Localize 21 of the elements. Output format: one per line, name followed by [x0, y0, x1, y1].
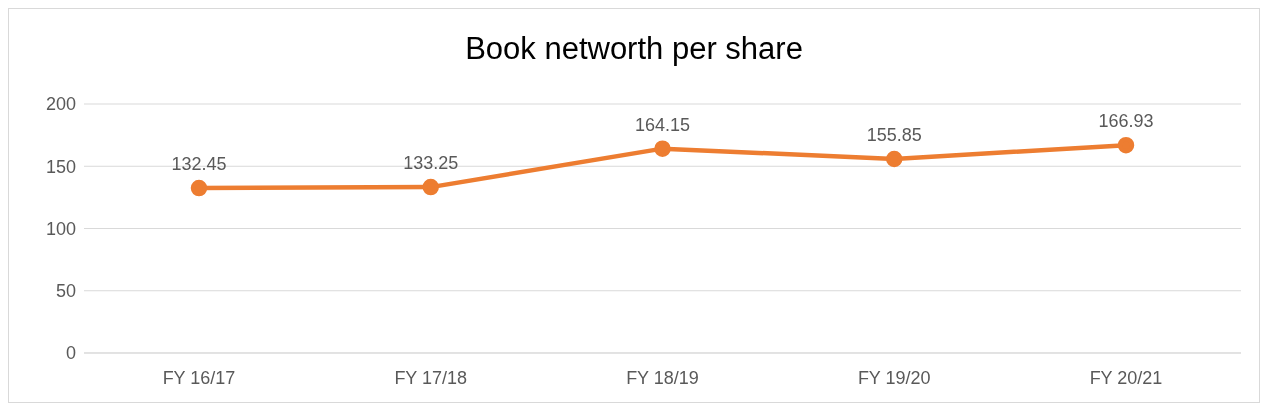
y-tick-label: 0: [65, 343, 76, 364]
y-tick-label: 50: [55, 281, 76, 302]
point: [190, 179, 208, 197]
data-label: 164.15: [634, 114, 691, 135]
data-label: 133.25: [403, 153, 459, 174]
x-tick-label: FY 20/21: [1089, 367, 1163, 388]
data-label: 155.85: [866, 124, 922, 145]
x-tick-label: FY 16/17: [162, 367, 236, 388]
point: [654, 140, 671, 157]
data-label: 166.93: [1098, 111, 1154, 132]
point: [422, 178, 439, 196]
y-tick-label: 100: [45, 218, 76, 239]
y-tick-label: 150: [45, 156, 76, 177]
x-tick-label: FY 18/19: [626, 367, 699, 388]
chart-title: Book networth per share: [464, 31, 804, 67]
x-tick-label: FY 19/20: [857, 367, 931, 388]
y-tick-label: 200: [45, 94, 76, 115]
x-tick-label: FY 17/18: [394, 367, 468, 388]
point: [886, 150, 903, 168]
point: [1117, 136, 1135, 154]
data-label: 132.45: [171, 154, 227, 175]
